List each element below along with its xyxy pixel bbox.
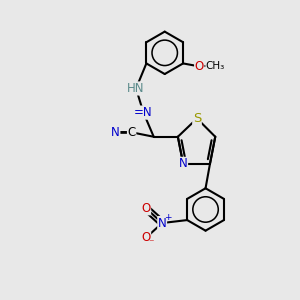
Text: ⁻: ⁻ [148,238,154,249]
Text: O: O [195,60,204,73]
Text: =N: =N [134,106,153,119]
Text: N: N [158,217,167,230]
Text: O: O [141,202,151,215]
Text: CH₃: CH₃ [206,61,225,71]
Text: O: O [141,231,151,244]
Text: S: S [193,112,201,125]
Text: +: + [164,213,171,222]
Text: C: C [128,126,136,139]
Text: N: N [179,157,188,170]
Text: HN: HN [127,82,145,95]
Text: N: N [111,126,120,139]
